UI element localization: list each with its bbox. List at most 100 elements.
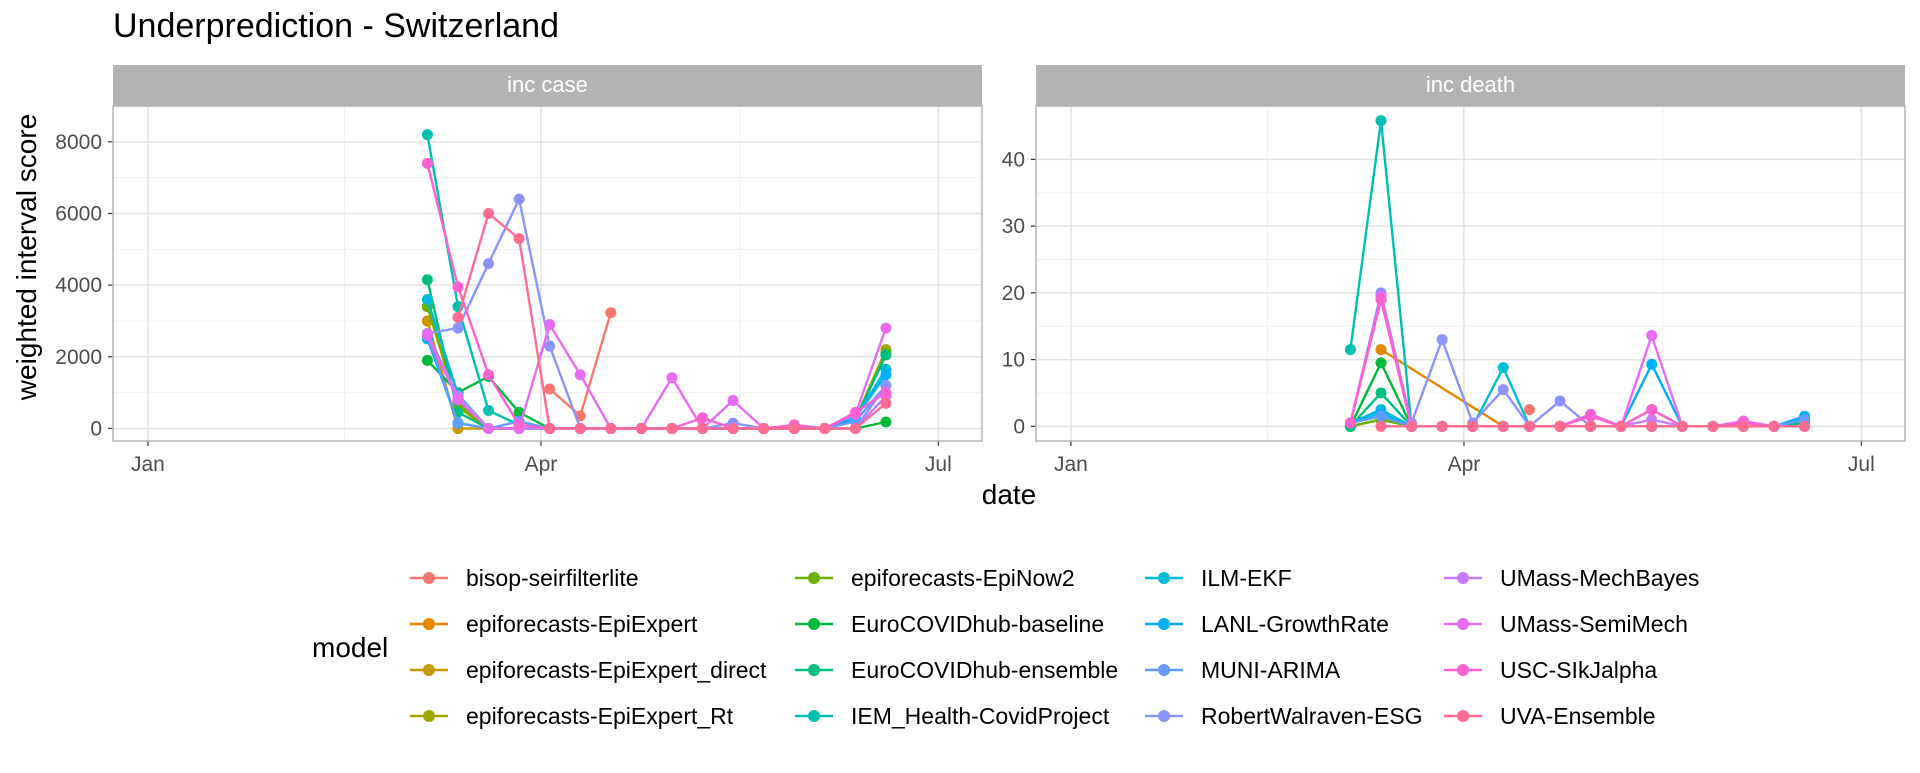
- series-uva-ensemble: [452, 207, 892, 434]
- data-point: [1375, 115, 1387, 127]
- panel-inc-death: inc death 0 10 20 30 40 Jan Apr Jul: [1002, 65, 1906, 476]
- data-point: [849, 406, 861, 418]
- data-point: [727, 422, 739, 434]
- legend-item-label: UMass-SemiMech: [1500, 611, 1688, 637]
- data-point: [1523, 420, 1535, 432]
- legend-item-ilm-ekf: ILM-EKF: [1145, 565, 1292, 591]
- data-point: [1737, 420, 1749, 432]
- data-point: [483, 369, 495, 381]
- data-point: [1375, 387, 1387, 399]
- data-point: [1375, 420, 1387, 432]
- legend-item-label: USC-SIkJalpha: [1500, 657, 1657, 683]
- legend-item-label: UMass-MechBayes: [1500, 565, 1699, 591]
- data-point: [1646, 404, 1658, 416]
- data-point: [483, 207, 495, 219]
- data-point: [788, 422, 800, 434]
- legend-item-eurocovidhub-ensemble: EuroCOVIDhub-ensemble: [795, 657, 1118, 683]
- panel-border: [1035, 105, 1906, 442]
- legend-item-label: bisop-seirfilterlite: [466, 565, 639, 591]
- panel-strip: [1036, 65, 1905, 106]
- data-point: [1646, 420, 1658, 432]
- legend: model bisop-seirfilterlite epiforecasts-E…: [312, 565, 1699, 729]
- legend-item-epiforecasts-epinow2: epiforecasts-EpiNow2: [795, 565, 1075, 591]
- x-tick-label: Jan: [1054, 453, 1088, 476]
- y-tick-label: 0: [90, 417, 102, 440]
- data-point: [421, 329, 433, 341]
- data-point: [1768, 420, 1780, 432]
- data-point: [635, 422, 647, 434]
- data-point: [666, 372, 678, 384]
- legend-item-label: epiforecasts-EpiNow2: [851, 565, 1075, 591]
- data-point: [421, 157, 433, 169]
- x-tick-label: Apr: [1448, 453, 1481, 476]
- y-axis-label: weighted interval score: [11, 114, 42, 401]
- data-point: [513, 419, 525, 431]
- legend-item-label: epiforecasts-EpiExpert_Rt: [466, 703, 734, 729]
- legend-key-point: [1158, 664, 1170, 676]
- data-point: [421, 354, 433, 366]
- data-point: [1523, 404, 1535, 416]
- legend-key-point: [808, 618, 820, 630]
- legend-item-iem-health-covidproject: IEM_Health-CovidProject: [795, 703, 1110, 729]
- series-uva-ensemble: [1375, 420, 1811, 432]
- data-point: [1497, 420, 1509, 432]
- legend-key-point: [1158, 572, 1170, 584]
- data-point: [1436, 420, 1448, 432]
- data-point: [574, 422, 586, 434]
- data-point: [1585, 420, 1597, 432]
- data-point: [1467, 420, 1479, 432]
- data-point: [605, 307, 617, 319]
- data-point: [483, 258, 495, 270]
- series-bisop-seirfilterlite: [1523, 404, 1535, 416]
- legend-item-label: epiforecasts-EpiExpert_direct: [466, 657, 767, 683]
- legend-item-label: IEM_Health-CovidProject: [851, 703, 1110, 729]
- legend-item-epiforecasts-epiexpert-rt: epiforecasts-EpiExpert_Rt: [410, 703, 734, 729]
- x-tick-label: Jul: [1848, 453, 1875, 476]
- legend-item-lanl-growthrate: LANL-GrowthRate: [1145, 611, 1389, 637]
- data-point: [1554, 420, 1566, 432]
- legend-key-point: [808, 664, 820, 676]
- data-point: [544, 422, 556, 434]
- data-point: [483, 422, 495, 434]
- y-tick-label: 6000: [55, 202, 102, 225]
- data-point: [880, 397, 892, 409]
- legend-item-label: EuroCOVIDhub-baseline: [851, 611, 1104, 637]
- panel-strip-label: inc death: [1426, 72, 1515, 97]
- data-point: [1707, 420, 1719, 432]
- data-point: [1497, 384, 1509, 396]
- legend-item-label: UVA-Ensemble: [1500, 703, 1656, 729]
- data-point: [483, 405, 495, 417]
- data-point: [452, 394, 464, 406]
- panel-inc-case: inc case 0 2000 4000 6000 8000 Jan Apr Jul: [55, 65, 983, 476]
- data-point: [666, 422, 678, 434]
- legend-key-point: [1457, 710, 1469, 722]
- panel-strip-label: inc case: [507, 72, 588, 97]
- data-point: [1676, 420, 1688, 432]
- x-tick-label: Jul: [925, 453, 952, 476]
- y-tick-label: 30: [1002, 215, 1025, 238]
- data-point: [1554, 395, 1566, 407]
- legend-key-point: [423, 710, 435, 722]
- legend-key-point: [423, 618, 435, 630]
- legend-key-point: [808, 710, 820, 722]
- legend-item-umass-mechbayes: UMass-MechBayes: [1444, 565, 1699, 591]
- chart-title: Underprediction - Switzerland: [113, 7, 559, 45]
- legend-key-point: [808, 572, 820, 584]
- legend-item-label: epiforecasts-EpiExpert: [466, 611, 698, 637]
- data-point: [1799, 420, 1811, 432]
- legend-key-point: [1158, 618, 1170, 630]
- x-tick-label: Jan: [131, 453, 165, 476]
- y-tick-label: 2000: [55, 346, 102, 369]
- panel-border: [112, 105, 983, 442]
- legend-item-umass-semimech: UMass-SemiMech: [1444, 611, 1688, 637]
- legend-item-bisop-seirfilterlite: bisop-seirfilterlite: [410, 565, 639, 591]
- y-tick-label: 0: [1013, 415, 1025, 438]
- data-point: [544, 340, 556, 352]
- y-tick-label: 8000: [55, 131, 102, 154]
- legend-key-point: [423, 664, 435, 676]
- legend-item-label: LANL-GrowthRate: [1201, 611, 1389, 637]
- data-point: [452, 311, 464, 323]
- data-point: [1646, 358, 1658, 370]
- panel-strip: [113, 65, 982, 106]
